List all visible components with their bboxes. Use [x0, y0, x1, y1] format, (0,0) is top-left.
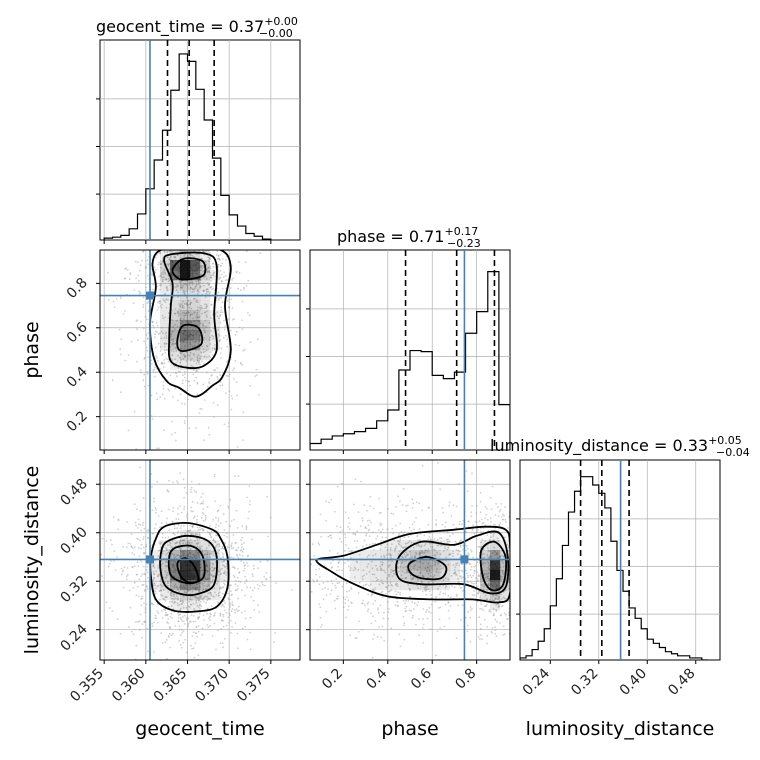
x-tick-label: 0.8	[452, 666, 479, 693]
xlabel-geocent-time: geocent_time	[135, 718, 264, 740]
x-tick-label: 0.4	[364, 665, 391, 692]
y-tick-label: 0.6	[64, 319, 91, 346]
panel-phase-vs-geocent-time	[99, 249, 301, 451]
x-tick-label: 0.355	[67, 666, 107, 706]
contour-level-2	[159, 534, 218, 596]
xlabel-phase: phase	[381, 718, 438, 740]
histogram-phase	[310, 271, 510, 450]
truth-marker	[146, 555, 154, 564]
y-tick-label: 0.24	[57, 621, 90, 654]
contour-level-3	[171, 257, 207, 281]
x-tick-label: 0.375	[234, 666, 274, 706]
contour-level-2	[163, 251, 218, 370]
truth-marker	[460, 555, 469, 564]
truth-marker	[146, 291, 154, 300]
panel-hist-geocent-time	[99, 39, 301, 241]
panel-luminosity-distance-vs-geocent-time	[99, 459, 301, 661]
title-phase-minus: −0.23	[447, 237, 481, 250]
panel-luminosity-distance-vs-phase	[309, 459, 511, 661]
title-luminosity-distance: luminosity_distance = 0.33+0.05	[490, 434, 742, 456]
title-phase: phase = 0.71+0.17	[337, 225, 478, 246]
y-tick-label: 0.8	[64, 275, 91, 302]
x-tick-label: 0.40	[617, 666, 650, 699]
title-geocent-time: geocent_time = 0.37+0.00	[96, 15, 298, 37]
y-tick-label: 0.48	[57, 476, 90, 509]
ylabel-phase: phase	[21, 321, 43, 378]
y-tick-label: 0.32	[57, 573, 90, 606]
contour-level-3	[167, 544, 206, 585]
contour-level-2	[395, 530, 510, 595]
panel-hist-phase	[309, 249, 511, 451]
y-tick-label: 0.4	[64, 364, 91, 391]
x-tick-label: 0.365	[151, 666, 191, 706]
x-tick-label: 0.6	[408, 665, 435, 692]
x-tick-label: 0.360	[109, 666, 149, 706]
contour-level-4	[176, 323, 204, 353]
x-tick-label: 0.24	[520, 665, 553, 698]
y-tick-label: 0.40	[57, 524, 90, 557]
x-tick-label: 0.370	[192, 666, 232, 706]
histogram-luminosity_distance	[520, 476, 708, 660]
y-tick-label: 0.2	[64, 408, 91, 435]
title-luminosity-distance-minus: −0.04	[716, 446, 750, 459]
xlabel-luminosity-distance: luminosity_distance	[526, 718, 715, 740]
x-tick-label: 0.48	[665, 666, 698, 699]
contour-level-1	[149, 522, 230, 613]
x-tick-label: 0.2	[319, 666, 346, 693]
title-geocent-time-minus: −0.00	[259, 27, 293, 40]
x-tick-label: 0.32	[568, 666, 601, 699]
density-blocks	[150, 530, 231, 611]
histogram-geocent_time	[103, 53, 272, 240]
contour-level-4	[176, 557, 200, 584]
contour-level-4	[479, 540, 508, 592]
panel-hist-luminosity-distance	[519, 459, 721, 661]
contour-level-1	[314, 525, 510, 604]
ylabel-luminosity-distance: luminosity_distance	[21, 466, 43, 655]
contour-level-3	[407, 556, 448, 581]
